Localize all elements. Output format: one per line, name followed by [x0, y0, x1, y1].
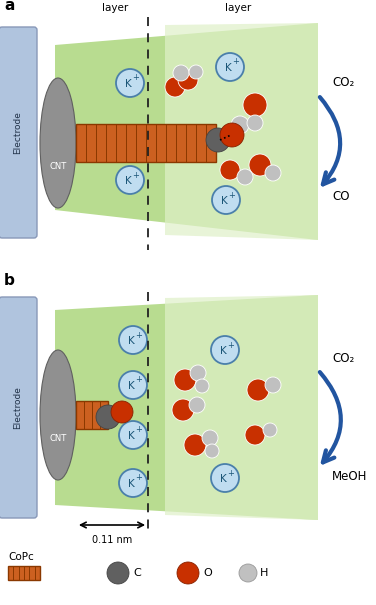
- Bar: [76, 124, 216, 162]
- Circle shape: [212, 186, 240, 214]
- Circle shape: [205, 444, 219, 458]
- Text: K: K: [124, 79, 131, 89]
- Circle shape: [184, 434, 206, 456]
- Text: CO: CO: [332, 191, 350, 203]
- Text: K: K: [220, 346, 226, 356]
- Text: C: C: [133, 568, 141, 578]
- Text: CoPc: CoPc: [8, 552, 34, 562]
- Text: +: +: [136, 425, 143, 434]
- Text: CO₂: CO₂: [332, 76, 354, 90]
- Circle shape: [247, 379, 269, 401]
- Text: K: K: [124, 176, 131, 186]
- Text: CNT: CNT: [49, 434, 67, 443]
- FancyArrowPatch shape: [320, 372, 341, 462]
- Circle shape: [195, 379, 209, 393]
- Circle shape: [119, 469, 147, 497]
- Circle shape: [172, 399, 194, 421]
- Polygon shape: [165, 23, 318, 240]
- Circle shape: [189, 397, 205, 413]
- Circle shape: [243, 93, 267, 117]
- Circle shape: [263, 423, 277, 437]
- Circle shape: [190, 365, 206, 381]
- Circle shape: [202, 430, 218, 446]
- Text: +: +: [136, 474, 143, 483]
- Text: CNT: CNT: [49, 162, 67, 171]
- Text: +: +: [227, 468, 235, 477]
- Circle shape: [231, 116, 249, 134]
- Circle shape: [265, 165, 281, 181]
- Circle shape: [119, 421, 147, 449]
- Text: K: K: [127, 336, 134, 346]
- Bar: [76, 401, 108, 429]
- Text: 0.11 nm: 0.11 nm: [92, 535, 132, 545]
- Text: +: +: [136, 376, 143, 385]
- Circle shape: [237, 169, 253, 185]
- Text: K: K: [127, 431, 134, 441]
- FancyBboxPatch shape: [0, 297, 37, 518]
- FancyBboxPatch shape: [0, 27, 37, 238]
- Circle shape: [116, 166, 144, 194]
- Text: K: K: [127, 479, 134, 489]
- Text: +: +: [136, 330, 143, 339]
- Text: Stern
layer: Stern layer: [101, 0, 129, 13]
- Circle shape: [116, 69, 144, 97]
- Polygon shape: [55, 295, 318, 520]
- Circle shape: [107, 562, 129, 584]
- Polygon shape: [55, 23, 318, 240]
- Circle shape: [220, 160, 240, 180]
- Text: +: +: [229, 191, 235, 200]
- Ellipse shape: [40, 78, 76, 208]
- Text: Electrode: Electrode: [14, 386, 23, 429]
- Circle shape: [119, 371, 147, 399]
- Circle shape: [216, 53, 244, 81]
- Text: K: K: [127, 381, 134, 391]
- Circle shape: [265, 377, 281, 393]
- Text: Electrode: Electrode: [14, 111, 23, 154]
- FancyArrowPatch shape: [320, 97, 340, 185]
- Text: +: +: [233, 57, 240, 67]
- Circle shape: [206, 128, 230, 152]
- Bar: [8, 566, 40, 580]
- Circle shape: [247, 115, 263, 131]
- Circle shape: [211, 464, 239, 492]
- Text: b: b: [4, 273, 15, 288]
- Circle shape: [239, 564, 257, 582]
- Text: +: +: [133, 73, 139, 82]
- Circle shape: [111, 401, 133, 423]
- Text: +: +: [227, 341, 235, 350]
- Circle shape: [119, 326, 147, 354]
- Ellipse shape: [40, 350, 76, 480]
- Text: CO₂: CO₂: [332, 352, 354, 364]
- Circle shape: [211, 336, 239, 364]
- Text: H: H: [260, 568, 268, 578]
- Text: O: O: [203, 568, 212, 578]
- Text: K: K: [221, 196, 227, 206]
- Text: a: a: [4, 0, 14, 13]
- Text: +: +: [133, 171, 139, 180]
- Circle shape: [174, 369, 196, 391]
- Circle shape: [165, 77, 185, 97]
- Text: K: K: [224, 63, 231, 73]
- Circle shape: [189, 65, 203, 79]
- Text: Diffuse
layer: Diffuse layer: [220, 0, 256, 13]
- Circle shape: [178, 70, 198, 90]
- Polygon shape: [165, 295, 318, 520]
- Text: MeOH: MeOH: [332, 469, 367, 483]
- Circle shape: [177, 562, 199, 584]
- Circle shape: [96, 405, 120, 429]
- Text: K: K: [220, 474, 226, 484]
- Circle shape: [173, 65, 189, 81]
- Circle shape: [249, 154, 271, 176]
- Circle shape: [220, 123, 244, 147]
- Circle shape: [245, 425, 265, 445]
